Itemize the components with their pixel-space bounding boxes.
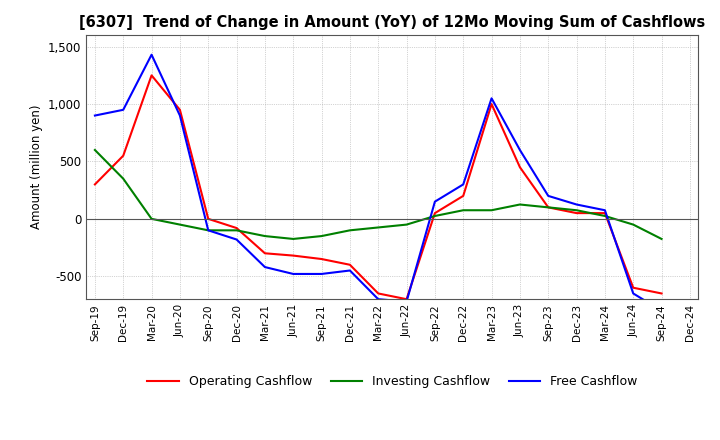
Operating Cashflow bbox=[572, 210, 581, 216]
Free Cashflow bbox=[402, 299, 411, 304]
Investing Cashflow bbox=[600, 213, 609, 219]
Operating Cashflow bbox=[204, 216, 212, 221]
Operating Cashflow bbox=[487, 102, 496, 107]
Operating Cashflow bbox=[119, 153, 127, 158]
Investing Cashflow bbox=[289, 236, 297, 242]
Investing Cashflow bbox=[402, 222, 411, 227]
Operating Cashflow bbox=[233, 225, 241, 231]
Free Cashflow bbox=[374, 297, 382, 302]
Investing Cashflow bbox=[346, 227, 354, 233]
Operating Cashflow bbox=[374, 291, 382, 296]
Operating Cashflow bbox=[600, 210, 609, 216]
Investing Cashflow bbox=[374, 225, 382, 230]
Operating Cashflow bbox=[431, 210, 439, 216]
Free Cashflow bbox=[544, 193, 552, 198]
Y-axis label: Amount (million yen): Amount (million yen) bbox=[30, 105, 42, 229]
Operating Cashflow bbox=[176, 107, 184, 113]
Investing Cashflow bbox=[516, 202, 524, 207]
Investing Cashflow bbox=[204, 227, 212, 233]
Free Cashflow bbox=[204, 227, 212, 233]
Free Cashflow bbox=[233, 237, 241, 242]
Free Cashflow bbox=[600, 208, 609, 213]
Free Cashflow bbox=[119, 107, 127, 113]
Investing Cashflow bbox=[318, 234, 326, 239]
Investing Cashflow bbox=[431, 213, 439, 219]
Operating Cashflow bbox=[346, 262, 354, 268]
Investing Cashflow bbox=[148, 216, 156, 221]
Free Cashflow bbox=[657, 308, 666, 313]
Free Cashflow bbox=[459, 182, 467, 187]
Line: Investing Cashflow: Investing Cashflow bbox=[95, 150, 662, 239]
Free Cashflow bbox=[91, 113, 99, 118]
Line: Operating Cashflow: Operating Cashflow bbox=[95, 75, 662, 299]
Free Cashflow bbox=[176, 113, 184, 118]
Free Cashflow bbox=[431, 199, 439, 204]
Operating Cashflow bbox=[148, 73, 156, 78]
Operating Cashflow bbox=[261, 251, 269, 256]
Free Cashflow bbox=[148, 52, 156, 57]
Line: Free Cashflow: Free Cashflow bbox=[95, 55, 662, 311]
Free Cashflow bbox=[289, 271, 297, 277]
Free Cashflow bbox=[261, 264, 269, 270]
Free Cashflow bbox=[629, 291, 637, 296]
Operating Cashflow bbox=[516, 165, 524, 170]
Operating Cashflow bbox=[91, 182, 99, 187]
Operating Cashflow bbox=[459, 193, 467, 198]
Operating Cashflow bbox=[657, 291, 666, 296]
Investing Cashflow bbox=[459, 208, 467, 213]
Legend: Operating Cashflow, Investing Cashflow, Free Cashflow: Operating Cashflow, Investing Cashflow, … bbox=[143, 370, 642, 393]
Investing Cashflow bbox=[261, 234, 269, 239]
Free Cashflow bbox=[346, 268, 354, 273]
Investing Cashflow bbox=[487, 208, 496, 213]
Operating Cashflow bbox=[318, 257, 326, 262]
Free Cashflow bbox=[516, 147, 524, 153]
Operating Cashflow bbox=[402, 297, 411, 302]
Investing Cashflow bbox=[629, 222, 637, 227]
Investing Cashflow bbox=[91, 147, 99, 153]
Investing Cashflow bbox=[119, 176, 127, 181]
Investing Cashflow bbox=[176, 222, 184, 227]
Operating Cashflow bbox=[629, 285, 637, 290]
Investing Cashflow bbox=[544, 205, 552, 210]
Free Cashflow bbox=[487, 95, 496, 101]
Operating Cashflow bbox=[544, 205, 552, 210]
Investing Cashflow bbox=[233, 227, 241, 233]
Investing Cashflow bbox=[657, 236, 666, 242]
Investing Cashflow bbox=[572, 208, 581, 213]
Free Cashflow bbox=[318, 271, 326, 277]
Operating Cashflow bbox=[289, 253, 297, 258]
Free Cashflow bbox=[572, 202, 581, 207]
Title: [6307]  Trend of Change in Amount (YoY) of 12Mo Moving Sum of Cashflows: [6307] Trend of Change in Amount (YoY) o… bbox=[79, 15, 706, 30]
